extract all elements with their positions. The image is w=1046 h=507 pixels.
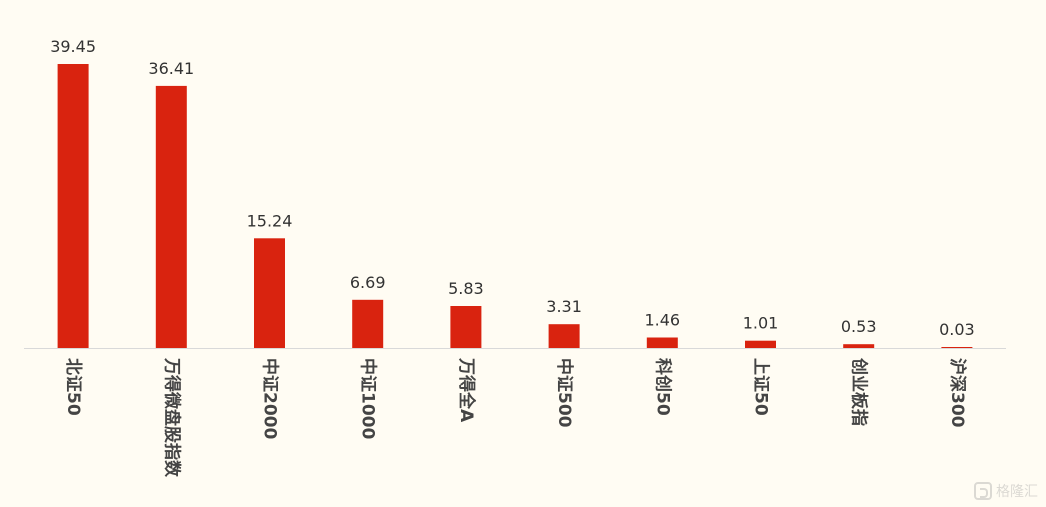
watermark-text: 格隆汇 — [996, 484, 1038, 500]
category-label: 中证1000 — [358, 358, 379, 439]
category-label: 创业板指 — [849, 357, 870, 426]
bar — [155, 85, 187, 349]
category-label: 北证50 — [63, 358, 83, 416]
category-label: 中证500 — [554, 358, 575, 428]
bar — [548, 324, 580, 348]
category-label: 科创50 — [652, 358, 673, 416]
data-label: 1.01 — [743, 314, 779, 333]
bar — [745, 340, 776, 348]
data-label: 39.45 — [50, 37, 96, 56]
gelonghui-logo-icon — [974, 482, 992, 500]
data-label: 6.69 — [350, 273, 386, 292]
category-label: 中证2000 — [260, 358, 281, 439]
bar — [450, 306, 482, 348]
data-label: 5.83 — [448, 279, 484, 298]
bar — [254, 238, 285, 348]
data-label: 3.31 — [546, 297, 582, 316]
data-label: 1.46 — [644, 311, 680, 330]
data-label: 0.03 — [939, 320, 975, 339]
watermark: 格隆汇 — [974, 481, 1038, 501]
data-label: 0.53 — [841, 317, 877, 336]
bar — [352, 299, 384, 348]
bar — [646, 337, 678, 348]
category-label: 上证50 — [751, 358, 771, 416]
bar — [843, 344, 875, 348]
category-label: 沪深300 — [947, 358, 968, 428]
data-label: 15.24 — [247, 211, 293, 230]
bar — [941, 347, 973, 348]
category-label: 万得微盘股指数 — [161, 357, 182, 478]
data-label: 36.41 — [148, 59, 194, 78]
category-label: 万得全A — [456, 357, 477, 423]
bar — [57, 64, 89, 348]
